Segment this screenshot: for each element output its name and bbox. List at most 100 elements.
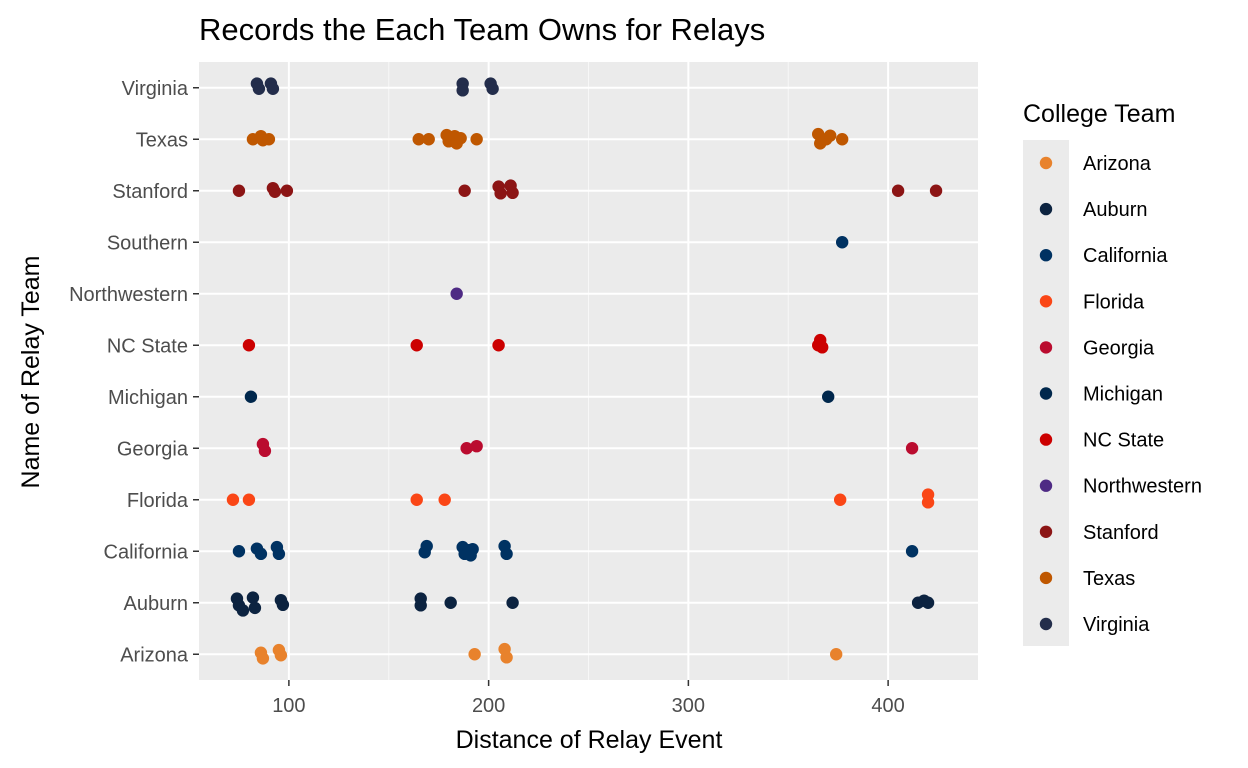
data-point bbox=[438, 493, 451, 506]
data-point bbox=[500, 651, 513, 664]
legend-key bbox=[1039, 479, 1053, 492]
x-tick-label: 100 bbox=[272, 695, 305, 717]
data-point bbox=[244, 390, 258, 403]
data-point bbox=[450, 287, 463, 300]
y-tick-label: Michigan bbox=[108, 387, 188, 409]
legend-key bbox=[1039, 341, 1053, 354]
data-points bbox=[226, 77, 943, 665]
legend-key bbox=[1039, 433, 1053, 446]
data-point bbox=[486, 82, 499, 95]
data-point bbox=[494, 187, 507, 200]
data-point bbox=[410, 339, 423, 352]
data-point bbox=[242, 493, 256, 506]
data-point bbox=[236, 604, 250, 617]
x-axis-title: Distance of Relay Event bbox=[456, 726, 723, 754]
y-tick-label: Virginia bbox=[122, 78, 189, 100]
y-tick-label: Northwestern bbox=[69, 284, 188, 306]
legend-label: Florida bbox=[1083, 291, 1145, 313]
y-tick-label: Stanford bbox=[112, 181, 188, 203]
y-tick-label: Southern bbox=[107, 232, 188, 254]
data-point bbox=[276, 598, 290, 612]
data-point bbox=[835, 133, 849, 146]
x-tick-label: 400 bbox=[871, 695, 904, 717]
data-point bbox=[252, 82, 266, 95]
data-point bbox=[506, 186, 519, 200]
data-point bbox=[262, 133, 276, 146]
data-point bbox=[268, 185, 282, 198]
y-tick-label: Arizona bbox=[120, 644, 189, 666]
data-point bbox=[460, 442, 473, 455]
data-point bbox=[891, 184, 905, 197]
data-point bbox=[829, 648, 843, 661]
x-axis: 100 200 300 400 bbox=[272, 680, 905, 717]
data-point bbox=[254, 547, 268, 561]
legend-key bbox=[1039, 571, 1053, 585]
legend-key bbox=[1039, 295, 1053, 308]
legend-label: Michigan bbox=[1083, 384, 1163, 406]
data-point bbox=[412, 133, 425, 146]
data-point bbox=[833, 493, 847, 506]
legend-label: Stanford bbox=[1083, 522, 1159, 544]
legend: College Team Arizona Auburn California Flor… bbox=[1023, 100, 1202, 646]
legend-label: Auburn bbox=[1083, 199, 1148, 221]
data-point bbox=[492, 339, 505, 352]
x-tick-label: 200 bbox=[472, 695, 505, 717]
data-point bbox=[414, 599, 427, 612]
y-axis-title: Name of Relay Team bbox=[17, 256, 45, 489]
data-point bbox=[835, 236, 849, 249]
legend-label: Georgia bbox=[1083, 337, 1155, 359]
y-tick-label: Georgia bbox=[117, 438, 189, 460]
y-tick-label: Auburn bbox=[124, 593, 189, 615]
data-point bbox=[468, 648, 481, 661]
legend-key bbox=[1039, 202, 1053, 216]
data-point bbox=[821, 390, 835, 403]
data-point bbox=[272, 547, 286, 561]
legend-key bbox=[1039, 156, 1053, 170]
y-tick-label: NC State bbox=[107, 335, 188, 357]
data-point bbox=[256, 652, 270, 665]
data-point bbox=[232, 184, 246, 197]
data-point bbox=[444, 596, 457, 609]
data-point bbox=[905, 545, 919, 558]
data-point bbox=[500, 547, 513, 561]
data-point bbox=[921, 596, 935, 609]
y-tick-label: Texas bbox=[136, 129, 188, 151]
data-point bbox=[466, 542, 479, 556]
data-point bbox=[929, 184, 943, 197]
data-point bbox=[458, 184, 471, 197]
data-point bbox=[242, 339, 256, 352]
data-point bbox=[420, 539, 433, 553]
chart-title: Records the Each Team Owns for Relays bbox=[199, 12, 765, 47]
data-point bbox=[410, 493, 423, 506]
legend-key bbox=[1039, 525, 1053, 538]
legend-key bbox=[1039, 249, 1053, 262]
data-point bbox=[506, 596, 519, 609]
data-point bbox=[422, 133, 435, 146]
data-point bbox=[280, 184, 294, 197]
legend-label: California bbox=[1083, 245, 1168, 267]
legend-title: College Team bbox=[1023, 100, 1175, 128]
data-point bbox=[266, 82, 280, 95]
legend-label: NC State bbox=[1083, 430, 1164, 452]
data-point bbox=[454, 132, 467, 145]
data-point bbox=[470, 133, 483, 146]
data-point bbox=[823, 129, 837, 142]
y-axis: Arizona Auburn California Florida Georgia Mic… bbox=[69, 78, 199, 666]
data-point bbox=[274, 649, 288, 662]
y-tick-label: Florida bbox=[127, 490, 189, 512]
y-tick-label: California bbox=[104, 541, 189, 563]
legend-label: Northwestern bbox=[1083, 476, 1202, 498]
legend-label: Texas bbox=[1083, 568, 1135, 590]
data-point bbox=[248, 601, 262, 615]
data-point bbox=[226, 493, 240, 506]
legend-label: Virginia bbox=[1083, 614, 1150, 636]
data-point bbox=[905, 442, 919, 455]
data-point bbox=[246, 591, 260, 604]
legend-items: Arizona Auburn California Florida Georgia Mic… bbox=[1039, 153, 1202, 636]
major-gridlines bbox=[199, 62, 978, 680]
x-tick-label: 300 bbox=[672, 695, 705, 717]
legend-key bbox=[1039, 387, 1053, 400]
legend-key bbox=[1039, 617, 1053, 631]
data-point bbox=[921, 496, 935, 509]
